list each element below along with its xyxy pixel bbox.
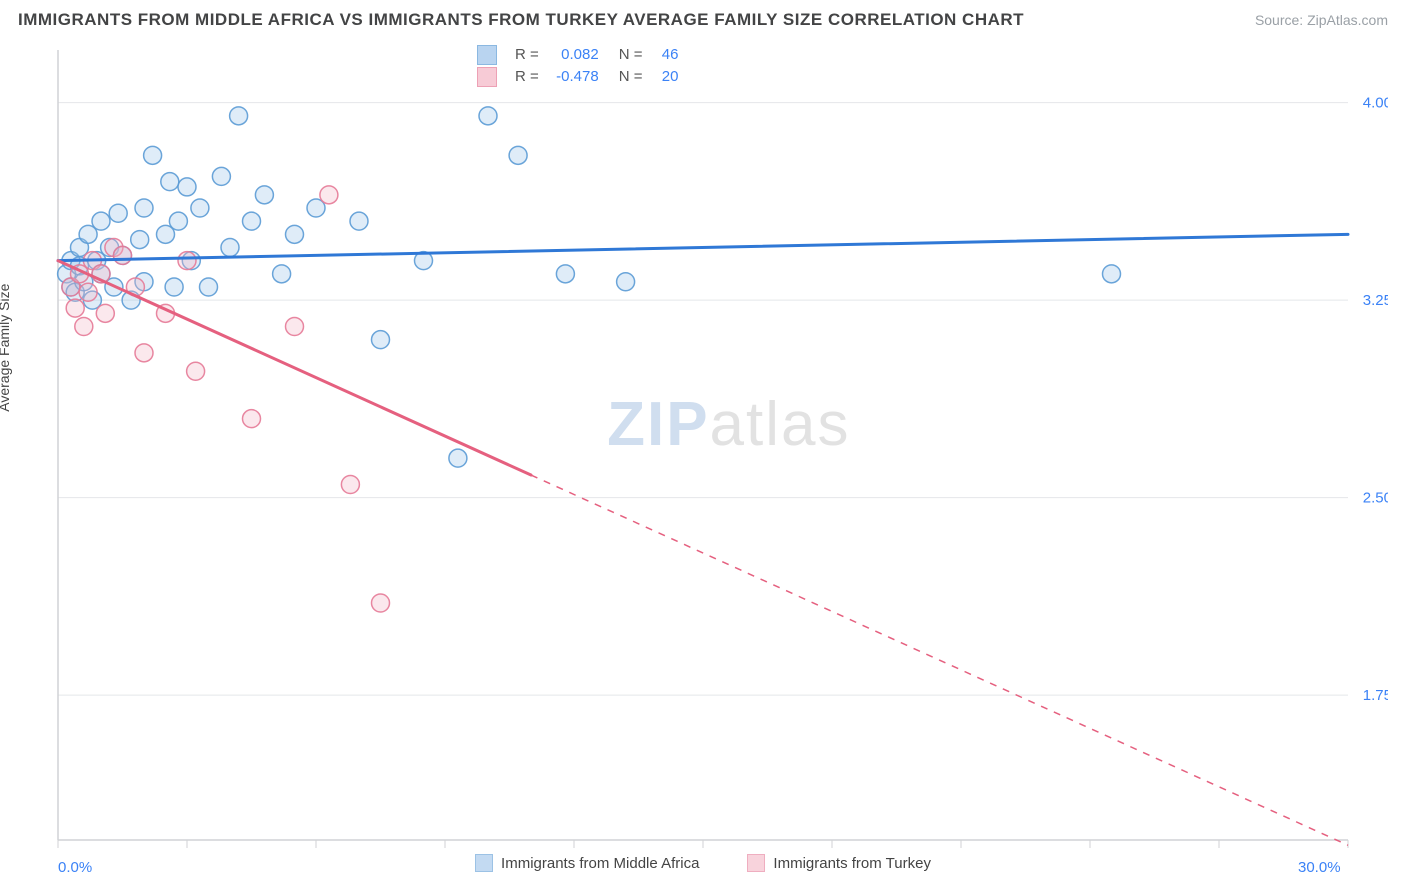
svg-text:4.00: 4.00 (1363, 95, 1388, 112)
y-axis-label: Average Family Size (0, 284, 12, 412)
legend-label: Immigrants from Turkey (773, 855, 931, 872)
scatter-chart: 1.75 2.50 3.25 4.00 (18, 40, 1388, 870)
legend-swatch (475, 854, 493, 872)
source-prefix: Source: (1255, 12, 1307, 28)
series-legend: Immigrants from Middle Africa Immigrants … (18, 854, 1388, 872)
legend-swatch (477, 45, 497, 65)
n-value: 20 (650, 66, 678, 88)
r-value: 0.082 (547, 44, 599, 66)
svg-text:1.75: 1.75 (1363, 687, 1388, 704)
chart-title: IMMIGRANTS FROM MIDDLE AFRICA VS IMMIGRA… (18, 10, 1024, 30)
n-value: 46 (650, 44, 678, 66)
header: IMMIGRANTS FROM MIDDLE AFRICA VS IMMIGRA… (0, 0, 1406, 36)
n-label: N = (619, 44, 643, 66)
r-label: R = (515, 66, 539, 88)
source-name: ZipAtlas.com (1307, 12, 1388, 28)
chart-container: Average Family Size 1.752.503.254.00 ZIP… (18, 40, 1388, 870)
legend-stat-row: R = -0.478 N = 20 (477, 66, 679, 88)
legend-item: Immigrants from Turkey (747, 854, 931, 872)
legend-swatch (477, 67, 497, 87)
correlation-legend: R = 0.082 N = 46 R = -0.478 N = 20 (477, 44, 679, 88)
r-label: R = (515, 44, 539, 66)
r-value: -0.478 (547, 66, 599, 88)
source-attribution: Source: ZipAtlas.com (1255, 12, 1388, 28)
legend-item: Immigrants from Middle Africa (475, 854, 699, 872)
svg-text:2.50: 2.50 (1363, 490, 1388, 507)
n-label: N = (619, 66, 643, 88)
svg-text:3.25: 3.25 (1363, 292, 1388, 309)
legend-label: Immigrants from Middle Africa (501, 855, 699, 872)
legend-stat-row: R = 0.082 N = 46 (477, 44, 679, 66)
legend-swatch (747, 854, 765, 872)
